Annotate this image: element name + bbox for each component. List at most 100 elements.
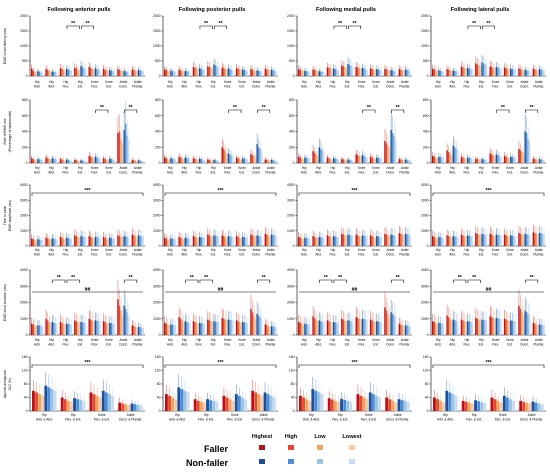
bar bbox=[299, 157, 301, 163]
bar bbox=[543, 70, 545, 76]
category-label: Hip bbox=[211, 338, 216, 342]
bar bbox=[32, 390, 35, 411]
bar bbox=[479, 159, 482, 163]
bar bbox=[121, 143, 124, 163]
bar bbox=[110, 159, 113, 163]
bar bbox=[451, 155, 453, 163]
category-label: Hip bbox=[331, 166, 336, 170]
legend-swatches bbox=[259, 445, 355, 464]
bar bbox=[508, 158, 510, 163]
category-label: Dorsi. bbox=[520, 253, 528, 257]
bar bbox=[462, 320, 464, 335]
bar bbox=[543, 160, 545, 163]
category-label: Hip bbox=[331, 338, 336, 342]
category-label: Hip bbox=[465, 338, 470, 342]
bar bbox=[174, 72, 177, 76]
bar bbox=[60, 397, 64, 411]
category-label: Ankle bbox=[520, 80, 528, 84]
category-label: Abd. bbox=[181, 253, 188, 257]
bar bbox=[301, 70, 303, 76]
significance-marker: ** bbox=[367, 105, 372, 111]
bar bbox=[256, 70, 258, 76]
bar bbox=[432, 155, 434, 163]
bar bbox=[245, 159, 247, 163]
bar bbox=[406, 70, 408, 76]
bar bbox=[69, 70, 71, 76]
category-label: Ankle bbox=[386, 248, 394, 252]
bar bbox=[203, 237, 205, 246]
category-label: Add. bbox=[435, 85, 442, 89]
bar bbox=[246, 237, 249, 246]
category-label: Knee bbox=[358, 248, 366, 252]
bar bbox=[363, 68, 365, 76]
bar bbox=[475, 63, 477, 76]
bar bbox=[229, 154, 231, 163]
bar bbox=[372, 321, 375, 335]
category-label: Dorsi. bbox=[386, 253, 394, 257]
bar bbox=[498, 318, 501, 335]
bar bbox=[173, 159, 175, 163]
bar bbox=[532, 322, 535, 335]
bar bbox=[348, 159, 351, 163]
bar bbox=[384, 233, 386, 246]
bar bbox=[341, 318, 343, 335]
bar bbox=[78, 161, 81, 163]
bar bbox=[88, 155, 90, 163]
bar bbox=[136, 236, 138, 246]
bar bbox=[126, 71, 128, 76]
bar bbox=[346, 400, 350, 411]
bar bbox=[299, 69, 301, 76]
category-label: Knee bbox=[105, 248, 113, 252]
bar bbox=[74, 320, 76, 335]
bar bbox=[468, 235, 470, 246]
y-tick-label: 200 bbox=[22, 145, 28, 149]
bar bbox=[531, 401, 535, 411]
category-label: Ankle bbox=[134, 166, 142, 170]
bar bbox=[40, 159, 42, 163]
bar bbox=[79, 400, 83, 411]
bar bbox=[387, 145, 389, 163]
bar bbox=[75, 236, 78, 246]
bar bbox=[178, 156, 180, 163]
category-label: Ankle bbox=[386, 166, 394, 170]
bar bbox=[404, 325, 407, 335]
y-tick-label: 4000 bbox=[287, 183, 295, 187]
y-tick-label: 4000 bbox=[153, 268, 161, 272]
category-label: Add. & Abd. bbox=[303, 418, 320, 422]
category-label: Ext. bbox=[479, 171, 485, 175]
category-label: Plantar. bbox=[399, 343, 410, 347]
legend-level-lowest: Lowest bbox=[342, 434, 361, 440]
legend-swatch-faller bbox=[288, 445, 294, 450]
bar bbox=[70, 324, 72, 335]
bar bbox=[397, 399, 401, 411]
bar bbox=[332, 322, 335, 335]
bar bbox=[485, 160, 488, 163]
bar bbox=[35, 240, 38, 246]
bar bbox=[343, 399, 347, 411]
bar bbox=[537, 403, 541, 411]
bar bbox=[301, 323, 303, 335]
category-label: Flex. & Ext. bbox=[65, 418, 81, 422]
bar bbox=[390, 234, 392, 246]
hash-marker: ## bbox=[486, 287, 492, 293]
panel: 0200400600800HipAdd.HipAbd.HipFlex.HipEx… bbox=[289, 98, 412, 175]
bar bbox=[111, 395, 114, 411]
bar bbox=[446, 235, 448, 246]
bar bbox=[302, 239, 305, 246]
bar bbox=[244, 399, 247, 411]
bar bbox=[433, 236, 435, 246]
bar bbox=[529, 315, 531, 335]
y-tick-label: 0 bbox=[26, 244, 28, 248]
bar bbox=[534, 69, 536, 76]
y-tick-label: 2000 bbox=[20, 214, 28, 218]
bar bbox=[476, 159, 479, 163]
bar bbox=[538, 324, 541, 335]
bar bbox=[313, 152, 316, 163]
bar bbox=[360, 68, 362, 76]
bar bbox=[118, 131, 121, 163]
bar bbox=[385, 69, 388, 76]
bar bbox=[235, 236, 238, 246]
bar bbox=[494, 318, 496, 335]
category-label: Hip bbox=[302, 166, 307, 170]
bar bbox=[441, 71, 443, 76]
